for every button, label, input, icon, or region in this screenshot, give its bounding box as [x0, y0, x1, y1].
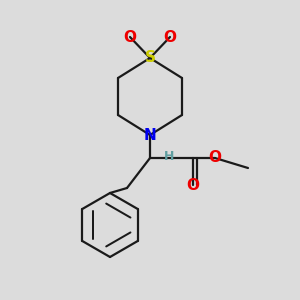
Text: O: O — [124, 29, 136, 44]
Text: O: O — [208, 151, 221, 166]
Text: O: O — [164, 29, 176, 44]
Text: S: S — [145, 50, 155, 65]
Text: O: O — [187, 178, 200, 193]
Text: H: H — [164, 151, 174, 164]
Text: N: N — [144, 128, 156, 142]
